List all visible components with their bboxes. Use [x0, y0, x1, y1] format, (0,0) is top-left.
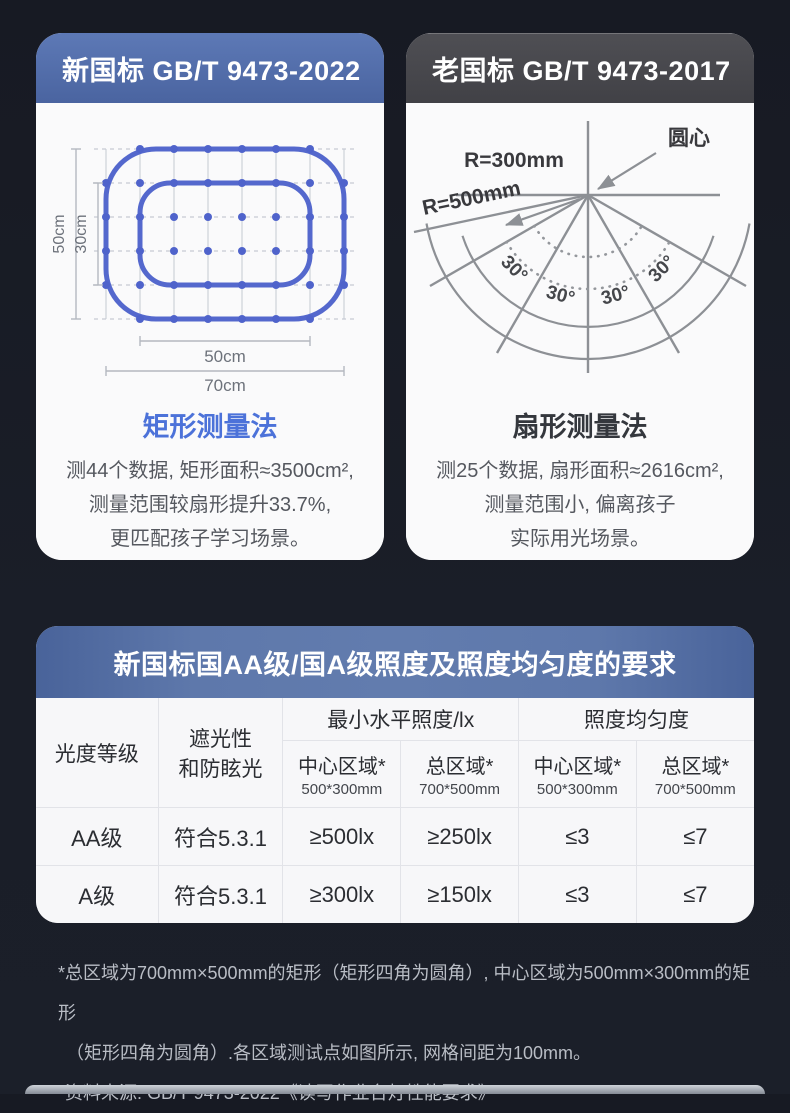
cell-shading: 符合5.3.1: [157, 865, 284, 923]
cell-grade: A级: [36, 865, 159, 923]
fan-center-label: 圆心: [668, 127, 710, 150]
old-standard-header: 老国标 GB/T 9473-2017: [406, 33, 754, 103]
cell-total-lx: ≥150lx: [400, 865, 519, 923]
requirements-table-card: 新国标国AA级/国A级照度及照度均匀度的要求 光度等级 遮光性 和防眩光 最小水…: [36, 626, 754, 923]
measure-dots: [102, 145, 348, 323]
header-group-uniformity: 照度均匀度: [517, 697, 754, 741]
inner-width-label: 50cm: [204, 347, 246, 366]
inner-height-label: 30cm: [73, 214, 90, 253]
outer-measure-rect: [103, 146, 347, 322]
angle-label: 30°: [496, 252, 531, 287]
footnote-area-definition-line2: （矩形四角为圆角）.各区域测试点如图所示, 网格间距为100mm。: [66, 1043, 592, 1063]
header-shading-line1: 遮光性: [189, 727, 252, 751]
fan-desc-line: 测量范围小, 偏离孩子: [484, 494, 676, 516]
fan-measure-diagram: 圆心 R=300mm R=500mm 30° 30° 30° 30°: [413, 121, 751, 373]
inner-measure-rect: [137, 180, 313, 288]
fan-desc-line: 实际用光场景。: [510, 528, 650, 550]
new-standard-header: 新国标 GB/T 9473-2022: [36, 33, 384, 103]
rect-desc-line: 测44个数据, 矩形面积≈3500cm²,: [66, 460, 354, 482]
table-row-a: A级 符合5.3.1 ≥300lx ≥150lx ≤3 ≤7: [36, 865, 754, 923]
cell-grade: AA级: [36, 807, 159, 866]
header-grade: 光度等级: [36, 697, 159, 808]
new-standard-card: 新国标 GB/T 9473-2022: [36, 33, 384, 560]
cell-total-uniformity: ≤7: [635, 807, 754, 866]
fan-desc-line: 测25个数据, 扇形面积≈2616cm²,: [436, 460, 724, 482]
spec-table: 光度等级 遮光性 和防眩光 最小水平照度/lx 照度均匀度 中心区域* 500*…: [36, 697, 754, 923]
table-title: 新国标国AA级/国A级照度及照度均匀度的要求: [36, 626, 754, 698]
comparison-cards-row: 新国标 GB/T 9473-2022: [36, 33, 754, 560]
cell-center-uniformity: ≤3: [517, 865, 637, 923]
cell-center-uniformity: ≤3: [517, 807, 637, 866]
rect-method-title: 矩形测量法: [142, 412, 278, 442]
center-pointer-arrow: [597, 152, 657, 190]
subheader-center-area: 中心区域* 500*300mm: [282, 740, 402, 808]
rect-method-desc: 测44个数据, 矩形面积≈3500cm², 测量范围较扇形提升33.7%, 更匹…: [36, 454, 384, 556]
subheader-total-area: 总区域* 700*500mm: [400, 740, 519, 808]
cell-total-uniformity: ≤7: [635, 865, 754, 923]
subheader-center-area: 中心区域* 500*300mm: [517, 740, 637, 808]
new-standard-body: 50cm 30cm 50cm 70cm 矩形测量法 测44个数据, 矩形面积≈3…: [36, 103, 384, 560]
r300-label: R=300mm: [464, 149, 564, 172]
cell-center-lx: ≥500lx: [282, 807, 402, 866]
header-shading: 遮光性 和防眩光: [157, 697, 284, 808]
cell-total-lx: ≥250lx: [400, 807, 519, 866]
old-standard-card: 老国标 GB/T 9473-2017: [406, 33, 754, 560]
rect-measure-diagram: 50cm 30cm 50cm 70cm: [51, 145, 356, 395]
header-group-illuminance: 最小水平照度/lx: [282, 697, 519, 741]
angle-label: 30°: [599, 282, 632, 310]
cell-shading: 符合5.3.1: [157, 807, 284, 866]
radius-pointer-arrow: [504, 197, 581, 227]
header-shading-line2: 和防眩光: [178, 757, 263, 781]
rect-desc-line: 更匹配孩子学习场景。: [110, 528, 310, 550]
footnote-area-definition-line1: *总区域为700mm×500mm的矩形（矩形四角为圆角）, 中心区域为500mm…: [58, 963, 751, 1023]
outer-height-label: 50cm: [51, 214, 68, 253]
angle-label: 30°: [645, 252, 680, 287]
fan-method-title: 扇形测量法: [512, 412, 648, 442]
r500-label: R=500mm: [420, 177, 522, 220]
outer-width-label: 70cm: [204, 376, 246, 395]
angle-label: 30°: [544, 282, 577, 310]
next-card-top-edge: [25, 1085, 765, 1094]
fan-method-desc: 测25个数据, 扇形面积≈2616cm², 测量范围小, 偏离孩子 实际用光场景…: [406, 454, 754, 556]
rect-desc-line: 测量范围较扇形提升33.7%,: [88, 494, 332, 516]
cell-center-lx: ≥300lx: [282, 865, 402, 923]
old-standard-body: 圆心 R=300mm R=500mm 30° 30° 30° 30° 扇形测量法…: [406, 103, 754, 560]
table-row-aa: AA级 符合5.3.1 ≥500lx ≥250lx ≤3 ≤7: [36, 807, 754, 866]
subheader-total-area: 总区域* 700*500mm: [635, 740, 754, 808]
